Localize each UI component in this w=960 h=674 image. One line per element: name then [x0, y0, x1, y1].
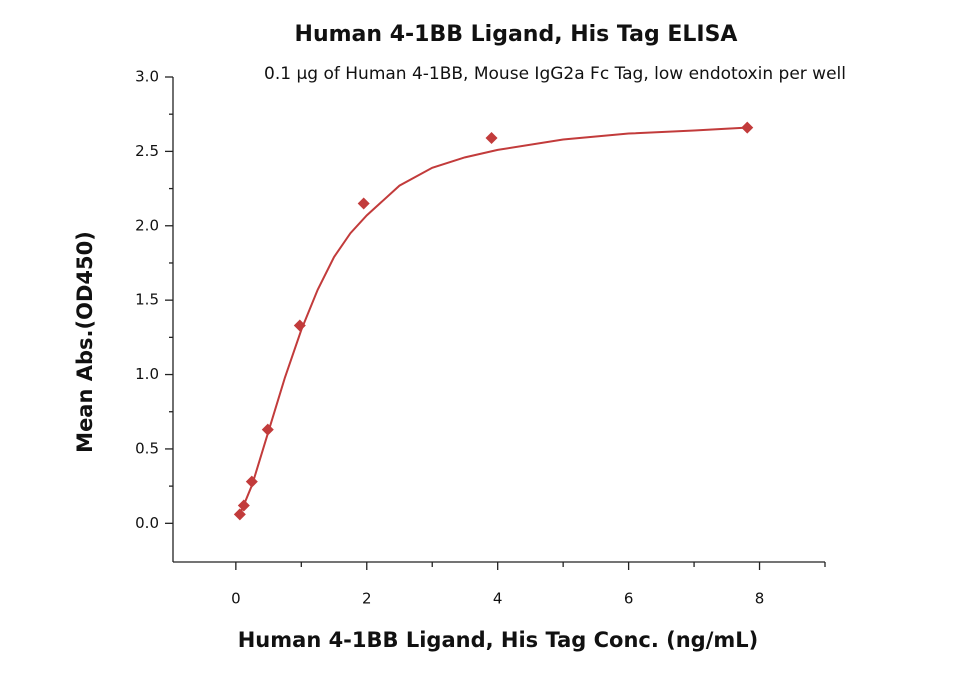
data-point [293, 319, 306, 332]
y-tick-label: 1.5 [135, 291, 159, 309]
y-tick-label: 2.0 [135, 216, 159, 234]
y-axis-label: Mean Abs.(OD450) [73, 231, 97, 453]
data-point [357, 197, 370, 210]
y-tick-label: 1.0 [135, 365, 159, 383]
x-tick-label: 6 [624, 590, 634, 608]
data-point [485, 131, 498, 144]
y-tick-label: 0.5 [135, 439, 159, 457]
x-tick-label: 4 [493, 590, 503, 608]
data-point [261, 423, 274, 436]
x-tick-label: 8 [755, 590, 765, 608]
chart-title: Human 4-1BB Ligand, His Tag ELISA [295, 22, 738, 47]
y-tick-label: 2.5 [135, 142, 159, 160]
chart-subtitle: 0.1 μg of Human 4-1BB, Mouse IgG2a Fc Ta… [264, 64, 846, 84]
x-axis-label: Human 4-1BB Ligand, His Tag Conc. (ng/mL… [238, 628, 759, 652]
data-point [741, 121, 754, 134]
y-tick-label: 3.0 [135, 68, 159, 86]
x-tick-label: 0 [231, 590, 241, 608]
data-point [233, 508, 246, 521]
y-tick-label: 0.0 [135, 514, 159, 532]
fit-curve [238, 126, 747, 517]
data-point [237, 499, 250, 512]
data-point [245, 475, 258, 488]
x-tick-label: 2 [362, 590, 372, 608]
